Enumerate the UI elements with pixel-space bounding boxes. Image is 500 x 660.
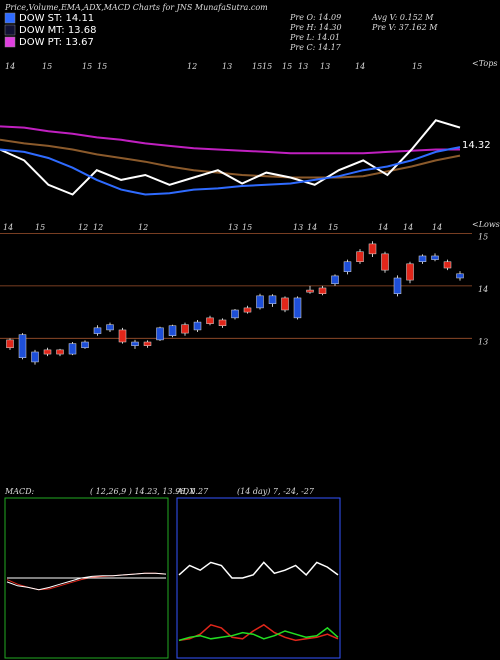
top-date: 15	[262, 62, 272, 71]
top-date: 13	[298, 62, 308, 71]
legend-label: DOW PT: 13.67	[19, 37, 94, 48]
candle-body	[431, 255, 439, 260]
candle-body	[168, 325, 177, 336]
stat: Pre C: 14.17	[289, 43, 342, 52]
top-date: 14	[5, 62, 15, 71]
low-date: 14	[307, 223, 317, 232]
series-line	[178, 623, 339, 642]
y-tick-label: 13	[478, 337, 488, 346]
candle-body	[318, 287, 327, 294]
series-line	[178, 561, 339, 579]
series-line	[178, 626, 339, 642]
candle-body	[106, 324, 114, 331]
candle-body	[356, 251, 364, 262]
macd-title: MACD:	[4, 487, 35, 496]
legend-label: DOW ST: 14.11	[19, 13, 94, 24]
top-date: 15	[282, 62, 292, 71]
low-date: 12	[93, 223, 103, 232]
candle-body	[81, 341, 89, 349]
candle-body	[193, 321, 202, 331]
candle-body	[118, 329, 127, 343]
candle-body	[131, 341, 139, 346]
legend-swatch	[4, 12, 16, 24]
low-date: 15	[35, 223, 45, 232]
adx-params: (14 day) 7, -24, -27	[237, 487, 315, 496]
low-date: 13	[228, 223, 238, 232]
series-line	[0, 146, 461, 196]
low-date: 15	[328, 223, 338, 232]
top-date: 15	[412, 62, 422, 71]
candle-body	[231, 309, 239, 319]
candle-body	[31, 351, 39, 363]
candle-body	[206, 317, 214, 324]
candle-body	[268, 295, 277, 304]
top-date: 15	[252, 62, 262, 71]
candle-body	[18, 334, 27, 358]
candle-body	[43, 349, 52, 355]
page-title: Price,Volume,EMA,ADX,MACD Charts for JNS…	[4, 3, 268, 12]
candle-body	[56, 349, 64, 355]
candle-body	[393, 277, 402, 294]
legend-label: DOW MT: 13.68	[19, 25, 96, 36]
stat: Pre L: 14.01	[289, 33, 340, 42]
end-label: 14.32	[462, 140, 491, 151]
top-date: 14	[355, 62, 365, 71]
series-line	[0, 119, 461, 196]
top-date: 13	[320, 62, 330, 71]
candle-body	[93, 327, 102, 334]
low-date: 14	[3, 223, 13, 232]
stat: Pre O: 14.09	[289, 13, 341, 22]
candle-body	[406, 263, 414, 281]
adx-panel	[176, 497, 341, 659]
candle-body	[443, 261, 452, 269]
candle-body	[156, 327, 164, 341]
top-end: <Tops	[472, 59, 497, 68]
stat: Pre H: 14.30	[289, 23, 342, 32]
stat: Pre V: 37.162 M	[371, 23, 438, 32]
candle-body	[381, 253, 389, 271]
macd-panel	[4, 497, 169, 659]
series-line	[6, 572, 167, 591]
candle-body	[218, 319, 227, 326]
top-date: 15	[97, 62, 107, 71]
macd-params: ( 12,26,9 ) 14.23, 13.98, 0.27	[90, 487, 209, 496]
low-date: 14	[403, 223, 413, 232]
y-tick-label: 14	[478, 285, 488, 294]
low-date: 13	[293, 223, 303, 232]
candle-body	[243, 307, 252, 313]
low-date: 12	[138, 223, 148, 232]
top-date: 15	[82, 62, 92, 71]
candle-body	[343, 261, 352, 272]
y-tick-label: 15	[478, 232, 488, 241]
candle-body	[281, 297, 289, 311]
series-line	[0, 125, 460, 155]
legend-swatch	[4, 36, 16, 48]
top-date: 13	[222, 62, 232, 71]
candle-body	[256, 295, 264, 309]
candle-body	[331, 275, 339, 285]
low-date: 14	[432, 223, 442, 232]
candle-body	[418, 255, 427, 262]
candle-body	[6, 339, 14, 349]
candle-body	[456, 273, 464, 279]
top-date: 15	[42, 62, 52, 71]
low-date: 12	[78, 223, 88, 232]
candle-body	[143, 341, 152, 346]
top-date: 12	[187, 62, 197, 71]
low-end: <Lows	[472, 220, 500, 229]
low-date: 14	[378, 223, 388, 232]
adx-title: ADX	[176, 487, 195, 496]
candle-body	[306, 289, 314, 293]
stat: Avg V: 0.152 M	[371, 13, 434, 22]
low-date: 15	[242, 223, 252, 232]
candle-body	[293, 297, 302, 319]
candle-body	[181, 324, 189, 334]
legend-swatch	[4, 24, 16, 36]
candle-body	[368, 243, 377, 255]
candle-body	[68, 343, 77, 355]
